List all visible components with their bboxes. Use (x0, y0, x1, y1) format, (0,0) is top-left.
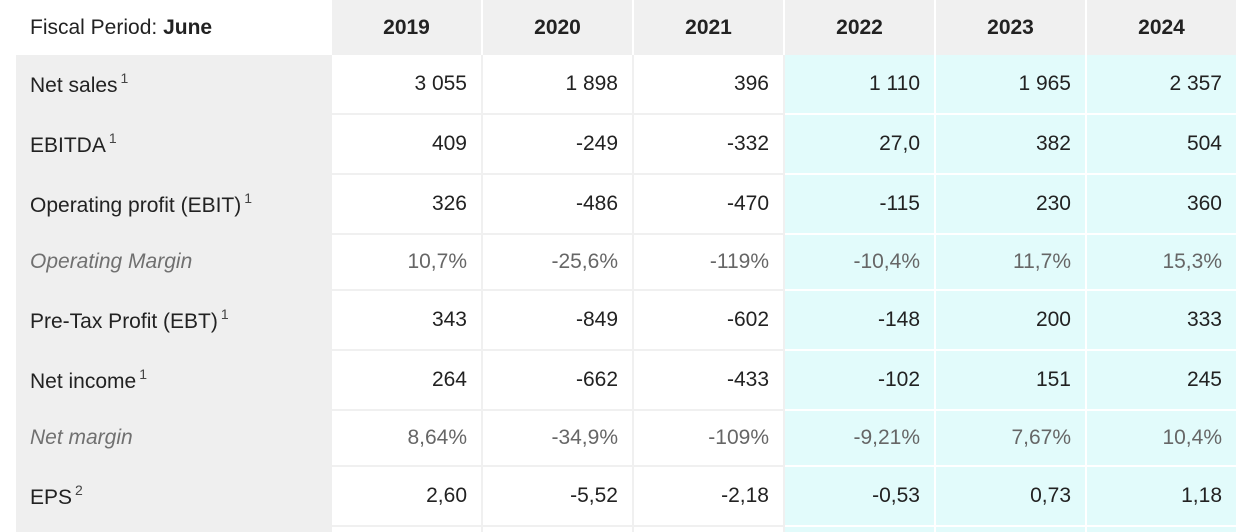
table-cell-estimate: 245 (1087, 351, 1238, 411)
row-label-text: EBITDA (30, 134, 106, 157)
table-cell: 10,7% (332, 235, 483, 291)
table-cell-estimate (785, 527, 936, 532)
row-label-text: Operating Margin (30, 250, 193, 273)
row-label-text: Net sales (30, 74, 118, 97)
table-cell-estimate (1087, 527, 1238, 532)
table-cell: 3 055 (332, 55, 483, 115)
footnote-marker: 1 (220, 306, 229, 322)
year-header: 2019 (332, 0, 483, 55)
row-label: Pre-Tax Profit (EBT) 1 (16, 291, 332, 351)
table-cell-estimate: 504 (1087, 115, 1238, 175)
footnote-marker: 1 (139, 366, 148, 382)
table-cell-estimate: -115 (785, 175, 936, 235)
table-cell (332, 527, 483, 532)
row-label-text: Net margin (30, 426, 133, 449)
table-cell: -602 (634, 291, 785, 351)
financials-table-container: Fiscal Period: June 2019 2020 2021 2022 … (16, 0, 1238, 532)
table-cell: -849 (483, 291, 634, 351)
table-cell-estimate: 333 (1087, 291, 1238, 351)
table-cell: 8,64% (332, 411, 483, 467)
table-cell: 396 (634, 55, 785, 115)
table-cell-estimate: 382 (936, 115, 1087, 175)
year-header: 2023 (936, 0, 1087, 55)
table-cell-estimate: 27,0 (785, 115, 936, 175)
table-row: Net income 1 264 -662 -433 -102 151 245 (16, 351, 1238, 411)
fiscal-period-header: Fiscal Period: June (16, 0, 332, 55)
table-cell-estimate: -10,4% (785, 235, 936, 291)
year-header: 2021 (634, 0, 785, 55)
table-cell: -470 (634, 175, 785, 235)
table-row: Operating Margin 10,7% -25,6% -119% -10,… (16, 235, 1238, 291)
year-header: 2024 (1087, 0, 1238, 55)
table-cell-estimate: 15,3% (1087, 235, 1238, 291)
table-cell-estimate: 10,4% (1087, 411, 1238, 467)
table-cell: -486 (483, 175, 634, 235)
financials-table: Fiscal Period: June 2019 2020 2021 2022 … (16, 0, 1238, 532)
table-cell: 1 898 (483, 55, 634, 115)
table-cell: -249 (483, 115, 634, 175)
row-label: Net sales 1 (16, 55, 332, 115)
table-cell-estimate: 360 (1087, 175, 1238, 235)
table-cell-estimate: 151 (936, 351, 1087, 411)
table-cell-estimate: 1 965 (936, 55, 1087, 115)
table-row: EPS 2 2,60 -5,52 -2,18 -0,53 0,73 1,18 (16, 467, 1238, 527)
table-cell: -332 (634, 115, 785, 175)
year-header: 2020 (483, 0, 634, 55)
row-label: Net income 1 (16, 351, 332, 411)
table-cell: -433 (634, 351, 785, 411)
table-cell-estimate: -9,21% (785, 411, 936, 467)
footnote-marker: 1 (108, 130, 117, 146)
row-label-text: Net income (30, 370, 137, 393)
table-cell-estimate (936, 527, 1087, 532)
table-cell (483, 527, 634, 532)
table-cell-estimate: 1 110 (785, 55, 936, 115)
row-label (16, 527, 332, 532)
table-cell: -25,6% (483, 235, 634, 291)
table-cell: -34,9% (483, 411, 634, 467)
table-cell: 264 (332, 351, 483, 411)
table-cell: -662 (483, 351, 634, 411)
table-cell: -109% (634, 411, 785, 467)
table-cell: -119% (634, 235, 785, 291)
table-cell-estimate: 0,73 (936, 467, 1087, 527)
table-row: EBITDA 1 409 -249 -332 27,0 382 504 (16, 115, 1238, 175)
table-row: Operating profit (EBIT) 1 326 -486 -470 -… (16, 175, 1238, 235)
table-cell: -2,18 (634, 467, 785, 527)
row-label-text: Pre-Tax Profit (EBT) (30, 310, 218, 333)
table-cell-estimate: 7,67% (936, 411, 1087, 467)
row-label: Net margin (16, 411, 332, 467)
footnote-marker: 1 (120, 70, 129, 86)
footnote-marker: 2 (75, 482, 83, 498)
row-label-text: EPS (30, 486, 73, 509)
fiscal-period-value: June (163, 15, 213, 39)
table-cell: 343 (332, 291, 483, 351)
footnote-marker: 1 (244, 190, 253, 206)
table-row: Net margin 8,64% -34,9% -109% -9,21% 7,6… (16, 411, 1238, 467)
row-label: EBITDA 1 (16, 115, 332, 175)
table-cell-estimate: -102 (785, 351, 936, 411)
fiscal-period-label: Fiscal Period: (30, 15, 158, 39)
table-cell-estimate: 200 (936, 291, 1087, 351)
table-cell-estimate: 1,18 (1087, 467, 1238, 527)
table-cell-estimate: -148 (785, 291, 936, 351)
row-label: Operating profit (EBIT) 1 (16, 175, 332, 235)
table-cell (634, 527, 785, 532)
year-header: 2022 (785, 0, 936, 55)
table-row: Net sales 1 3 055 1 898 396 1 110 1 965 2… (16, 55, 1238, 115)
table-cell: 2,60 (332, 467, 483, 527)
table-cell: -5,52 (483, 467, 634, 527)
row-label-text: Operating profit (EBIT) (30, 194, 242, 217)
table-cell: 326 (332, 175, 483, 235)
table-cell-estimate: -0,53 (785, 467, 936, 527)
table-cell-estimate: 11,7% (936, 235, 1087, 291)
row-label: Operating Margin (16, 235, 332, 291)
table-cell-estimate: 2 357 (1087, 55, 1238, 115)
table-cell-estimate: 230 (936, 175, 1087, 235)
table-row-partial (16, 527, 1238, 532)
table-row: Pre-Tax Profit (EBT) 1 343 -849 -602 -148… (16, 291, 1238, 351)
row-label: EPS 2 (16, 467, 332, 527)
header-row: Fiscal Period: June 2019 2020 2021 2022 … (16, 0, 1238, 55)
table-cell: 409 (332, 115, 483, 175)
